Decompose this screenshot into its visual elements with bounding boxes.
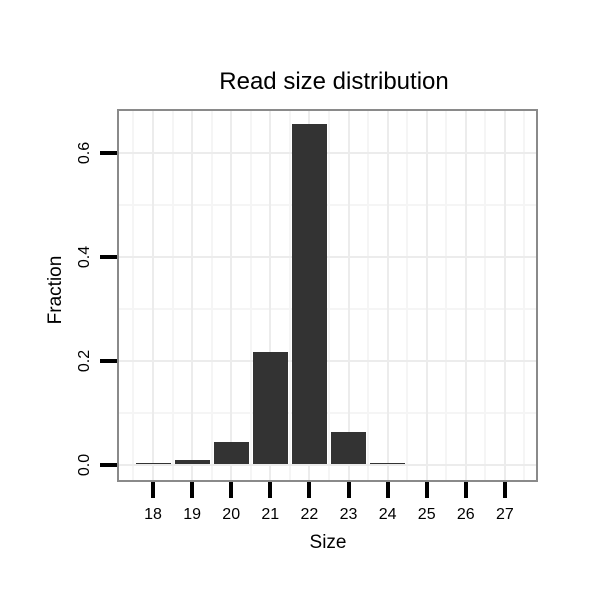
gridline-y-major [119, 359, 536, 362]
x-tick-label-18: 18 [144, 506, 162, 523]
y-axis-title: Fraction [45, 255, 66, 325]
x-tick-label-23: 23 [339, 506, 358, 523]
gridline-x-minor [132, 111, 135, 480]
gridline-y-minor [119, 203, 536, 206]
x-tick-23 [346, 482, 351, 498]
gridline-x-major [152, 111, 154, 480]
bar-size-20 [213, 442, 249, 465]
x-tick-label-22: 22 [300, 506, 319, 523]
y-tick-0.0 [100, 462, 117, 467]
bar-size-19 [174, 459, 210, 465]
gridline-y-major [119, 463, 536, 466]
x-tick-24 [385, 482, 390, 498]
gridline-x-minor [406, 111, 409, 480]
gridline-x-minor [327, 111, 330, 480]
y-tick-label-0.0: 0.0 [76, 453, 93, 476]
x-tick-label-19: 19 [183, 506, 201, 523]
gridline-x-major [386, 111, 389, 480]
gridline-x-major [425, 111, 428, 480]
gridline-x-minor [367, 111, 370, 480]
bar-size-21 [252, 351, 288, 465]
gridline-x-minor [288, 111, 291, 480]
gridline-x-major [464, 111, 467, 480]
y-tick-label-0.2: 0.2 [76, 349, 93, 372]
x-tick-20 [229, 482, 234, 498]
bar-size-23 [331, 432, 366, 465]
gridline-x-minor [523, 111, 526, 480]
gridline-x-minor [210, 111, 213, 480]
bar-size-22 [291, 123, 327, 465]
gridline-x-major [503, 111, 506, 480]
x-axis-title: Size [309, 532, 347, 553]
gridline-y-minor [119, 307, 536, 310]
y-tick-0.2 [100, 358, 117, 363]
gridline-x-major [191, 111, 194, 480]
x-tick-label-20: 20 [222, 506, 241, 523]
bar-size-24 [370, 463, 406, 465]
x-tick-25 [424, 482, 429, 498]
x-tick-21 [268, 482, 273, 498]
x-tick-label-27: 27 [495, 506, 514, 523]
gridline-x-major [347, 111, 350, 480]
x-tick-27 [502, 482, 507, 498]
gridline-x-major [269, 111, 272, 480]
gridline-y-minor [119, 411, 536, 414]
gridline-y-major [119, 255, 536, 258]
y-tick-label-0.4: 0.4 [76, 245, 93, 268]
chart-title: Read size distribution [219, 68, 449, 95]
plot-panel [117, 109, 538, 482]
x-tick-label-25: 25 [417, 506, 436, 523]
y-tick-0.4 [100, 254, 117, 259]
gridline-x-minor [249, 111, 252, 480]
gridline-x-minor [445, 111, 448, 480]
gridline-x-minor [171, 111, 174, 480]
x-tick-label-21: 21 [261, 506, 280, 523]
x-tick-18 [151, 482, 155, 498]
x-tick-label-26: 26 [456, 506, 475, 523]
x-tick-22 [307, 482, 312, 498]
x-tick-19 [190, 482, 195, 498]
y-tick-label-0.6: 0.6 [76, 141, 93, 164]
bar-size-18 [135, 463, 171, 465]
gridline-x-major [230, 111, 233, 480]
y-tick-0.6 [100, 150, 117, 155]
gridline-x-minor [484, 111, 487, 480]
gridline-y-major [119, 151, 536, 154]
x-tick-26 [463, 482, 468, 498]
x-tick-label-24: 24 [378, 506, 397, 523]
